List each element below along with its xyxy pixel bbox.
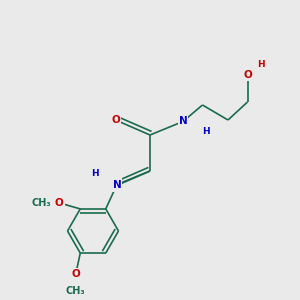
Text: H: H bbox=[91, 169, 98, 178]
Text: O: O bbox=[71, 269, 80, 279]
Text: O: O bbox=[243, 70, 252, 80]
Text: H: H bbox=[202, 128, 209, 136]
Text: CH₃: CH₃ bbox=[32, 198, 51, 208]
Text: N: N bbox=[178, 116, 188, 127]
Text: O: O bbox=[55, 198, 64, 208]
Text: CH₃: CH₃ bbox=[66, 286, 86, 296]
Text: O: O bbox=[111, 115, 120, 125]
Text: N: N bbox=[112, 179, 122, 190]
Text: H: H bbox=[257, 60, 265, 69]
Text: O: O bbox=[111, 181, 120, 191]
